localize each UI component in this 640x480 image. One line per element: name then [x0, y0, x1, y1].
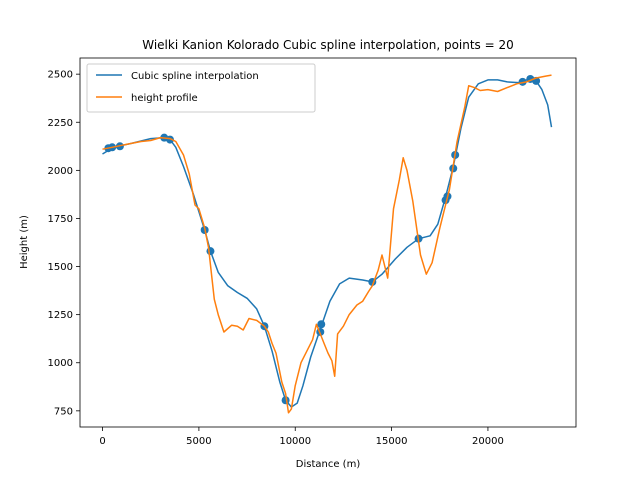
x-axis-ticks: 0 5000 10000 15000 20000: [99, 427, 504, 447]
x-tick-label: 15000: [376, 436, 408, 447]
y-tick-label: 1500: [48, 262, 73, 273]
x-tick-label: 10000: [279, 436, 311, 447]
y-tick-label: 1750: [48, 214, 73, 225]
y-axis-ticks: 750 1000 1250 1500 1750 2000 2250 2500: [48, 70, 80, 417]
x-tick-label: 0: [99, 436, 105, 447]
y-tick-label: 2500: [48, 70, 73, 81]
plot-area: [80, 58, 576, 427]
plot-frame: [79, 57, 577, 428]
y-tick-label: 2000: [48, 166, 73, 177]
x-tick-label: 20000: [472, 436, 504, 447]
legend-label-height-profile: height profile: [131, 93, 198, 104]
legend: Cubic spline interpolation height profil…: [86, 63, 316, 113]
y-tick-label: 2250: [48, 118, 73, 129]
y-tick-label: 750: [54, 406, 73, 417]
series-layer: [102, 74, 553, 414]
y-tick-label: 1000: [48, 358, 73, 369]
chart-title: Wielki Kanion Kolorado Cubic spline inte…: [142, 38, 514, 52]
x-axis-label: Distance (m): [296, 459, 361, 470]
legend-box: [86, 63, 316, 113]
y-axis-label: Height (m): [19, 215, 30, 269]
y-tick-label: 1250: [48, 310, 73, 321]
spline-interpolation-line: [102, 77, 553, 408]
legend-label-spline: Cubic spline interpolation: [131, 71, 259, 82]
x-tick-label: 5000: [186, 436, 211, 447]
height-profile-line: [102, 74, 552, 414]
